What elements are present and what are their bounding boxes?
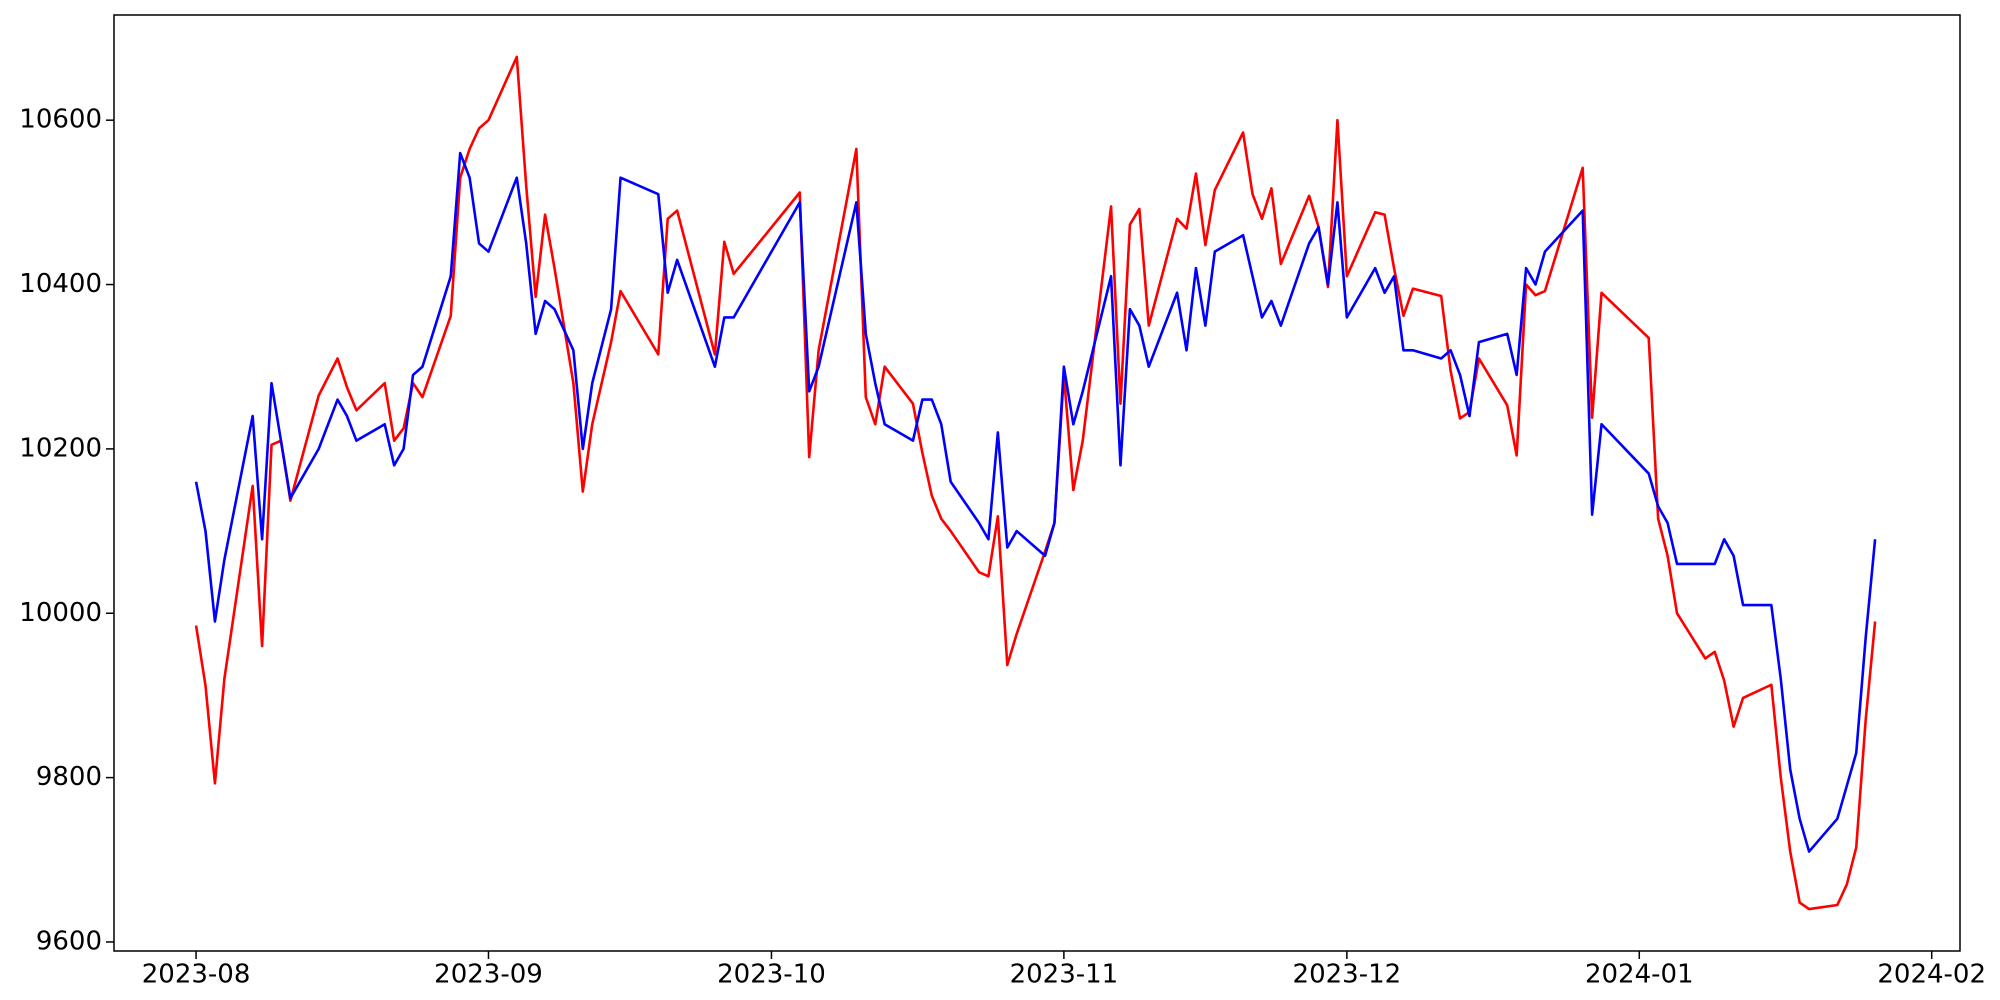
series-line — [194, 55, 1877, 911]
y-tick-label: 9600 — [36, 926, 102, 956]
x-tick-label: 2023-12 — [1293, 960, 1402, 990]
x-tick-label: 2024-01 — [1585, 960, 1694, 990]
y-tick-label: 10200 — [19, 433, 102, 463]
y-tick-label: 9800 — [36, 762, 102, 792]
plot-frame — [113, 14, 1961, 952]
x-tick-label: 2023-08 — [142, 960, 251, 990]
y-tick-label: 10000 — [19, 598, 102, 628]
series-line — [194, 151, 1877, 853]
y-tick-label: 10400 — [19, 269, 102, 299]
x-tick-label: 2024-02 — [1877, 960, 1986, 990]
x-tick-label: 2023-09 — [434, 960, 543, 990]
y-tick-label: 10600 — [19, 105, 102, 135]
x-tick-label: 2023-11 — [1010, 960, 1119, 990]
x-tick-label: 2023-10 — [717, 960, 826, 990]
